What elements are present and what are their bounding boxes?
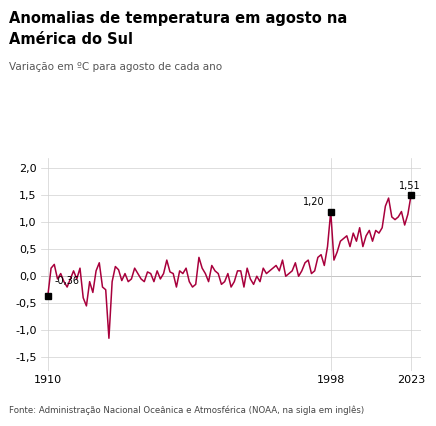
Text: América do Sul: América do Sul (9, 32, 133, 47)
Text: 1,51: 1,51 (399, 181, 420, 190)
Text: Variação em ºC para agosto de cada ano: Variação em ºC para agosto de cada ano (9, 62, 222, 72)
Text: 1,20: 1,20 (303, 197, 324, 207)
Text: Fonte: Administração Nacional Oceânica e Atmosférica (NOAA, na sigla em inglês): Fonte: Administração Nacional Oceânica e… (9, 406, 364, 415)
Text: -0,36: -0,36 (54, 276, 79, 286)
Text: Anomalias de temperatura em agosto na: Anomalias de temperatura em agosto na (9, 11, 347, 26)
